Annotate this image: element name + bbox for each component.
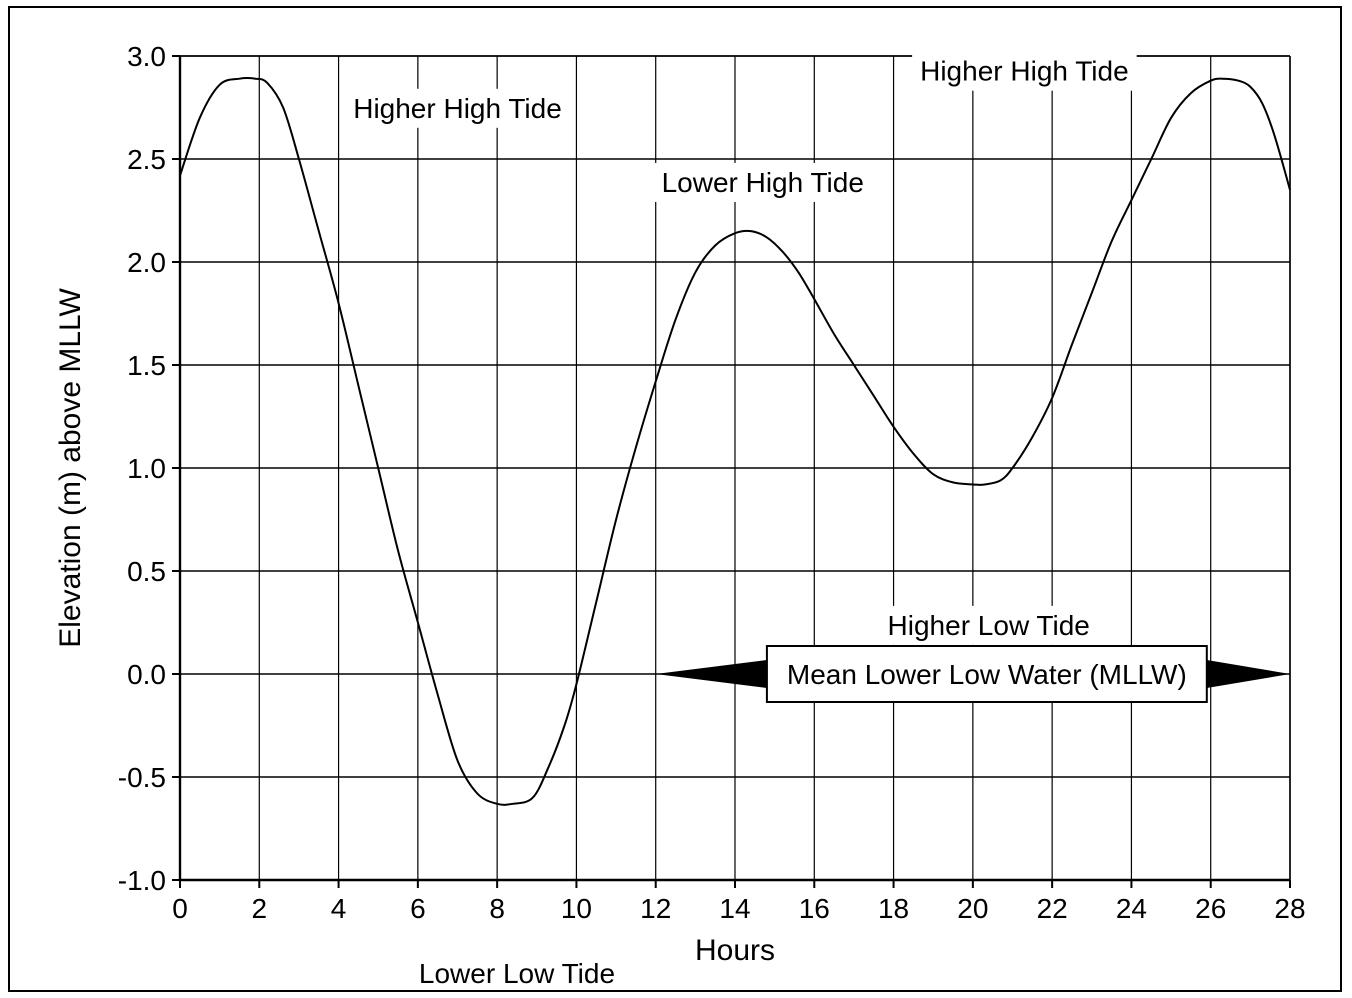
tide-annotation: Higher High Tide	[920, 56, 1129, 87]
y-tick-label: -1.0	[118, 865, 166, 896]
x-tick-label: 16	[799, 893, 830, 924]
chart-frame: 0 2 4 6 8 10 12 14 16 18 20 22 24 26 28 -1.0 -0.5 0.0 0.5 1…	[8, 6, 1342, 992]
tide-annotation: Higher High Tide	[353, 93, 562, 124]
mllw-reference: Mean Lower Low Water (MLLW)	[655, 645, 1290, 703]
annotation-background	[912, 51, 1137, 91]
tide-annotation: Higher Low Tide	[888, 610, 1090, 641]
tide-chart: 0 2 4 6 8 10 12 14 16 18 20 22 24 26 28-1.0-0.50.00.51…	[54, 41, 1306, 990]
x-tick-label: 28	[1274, 893, 1305, 924]
mllw-arrow-right	[1206, 660, 1290, 688]
x-axis-title: Hours	[695, 934, 775, 967]
series	[179, 77, 1291, 806]
x-tick-label: 20	[957, 893, 988, 924]
x-tick-label: 6	[410, 893, 426, 924]
tide-annotation: Lower Low Tide	[419, 958, 615, 989]
x-tick-label: 10	[561, 893, 592, 924]
annotation-background	[653, 162, 872, 202]
y-tick-label: 2.0	[127, 247, 166, 278]
annotation-background	[410, 954, 624, 990]
mllw-label: Mean Lower Low Water (MLLW)	[787, 659, 1187, 690]
annotation-background	[345, 88, 570, 128]
mllw-arrow-left	[655, 660, 767, 688]
y-axis-title: Elevation (m) above MLLW	[54, 288, 87, 648]
annotations: Higher High Tide Higher High Tide Lower Hi…	[345, 51, 1137, 990]
y-tick-label: 0.5	[127, 556, 166, 587]
x-tick-label: 14	[719, 893, 750, 924]
x-tick-label: 22	[1037, 893, 1068, 924]
tide-curve	[179, 77, 1291, 806]
x-tick-label: 8	[489, 893, 505, 924]
grid	[179, 55, 1291, 881]
annotation-background	[879, 605, 1098, 645]
y-tick-label: 0.0	[127, 659, 166, 690]
x-tick-label: 0	[172, 893, 188, 924]
x-tick-label: 24	[1116, 893, 1147, 924]
x-tick-label: 26	[1195, 893, 1226, 924]
y-tick-label: 3.0	[127, 41, 166, 72]
y-tick-label: 1.5	[127, 350, 166, 381]
mllw-label-box	[765, 645, 1208, 703]
tick-labels: 0 2 4 6 8 10 12 14 16 18 20 22 24 26 28-1.0-0.50.00.51…	[118, 41, 1306, 924]
y-tick-label: 1.0	[127, 453, 166, 484]
y-tick-label: -0.5	[118, 762, 166, 793]
x-tick-label: 4	[331, 893, 347, 924]
x-tick-label: 18	[878, 893, 909, 924]
tide-annotation: Lower High Tide	[662, 167, 864, 198]
x-tick-label: 12	[640, 893, 671, 924]
x-tick-label: 2	[251, 893, 267, 924]
y-tick-label: 2.5	[127, 144, 166, 175]
